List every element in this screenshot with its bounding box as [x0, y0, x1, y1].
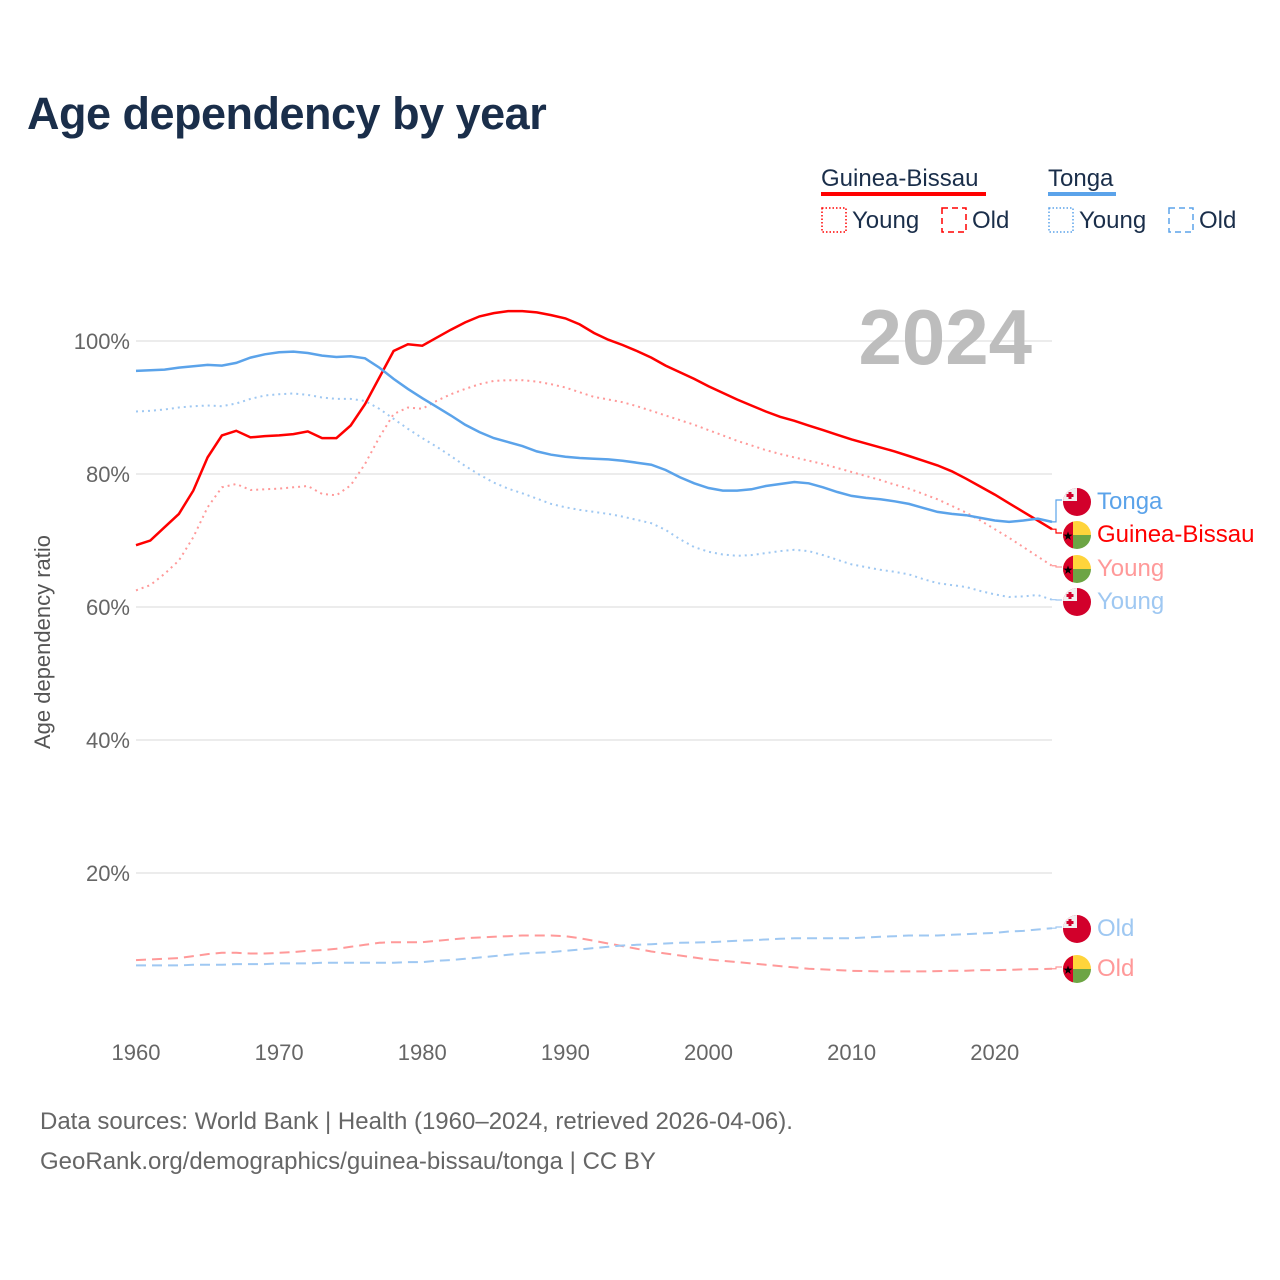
y-tick-label: 20%	[86, 861, 130, 886]
chart-title: Age dependency by year	[27, 88, 547, 139]
series-line-tonga_total	[135, 350, 1053, 524]
legend: Guinea-Bissau Young Old Tonga Young Old	[821, 165, 1236, 234]
x-tick-label: 1980	[398, 1040, 447, 1065]
end-label-gb_young: ★ Young	[1052, 555, 1164, 583]
footer-sources: Data sources: World Bank | Health (1960–…	[40, 1108, 793, 1135]
end-label-tonga_old: Old	[1052, 915, 1134, 943]
end-label-tonga_young: Young	[1052, 588, 1164, 616]
y-tick-label: 60%	[86, 595, 130, 620]
series-lines	[135, 309, 1053, 973]
y-tick-label: 40%	[86, 728, 130, 753]
legend-gb-old-swatch	[941, 207, 967, 233]
year-badge: 2024	[858, 293, 1032, 381]
svg-text:★: ★	[1063, 963, 1074, 977]
end-label-gb_old: ★ Old	[1052, 955, 1134, 983]
y-tick-labels: 20% 40% 60% 80% 100%	[74, 329, 130, 886]
series-line-gb_young	[135, 379, 1053, 592]
guinea-bissau-flag-icon: ★	[1063, 521, 1091, 549]
label-connector	[1052, 565, 1062, 568]
svg-text:★: ★	[1063, 529, 1074, 543]
guinea-bissau-flag-icon: ★	[1063, 555, 1091, 583]
x-tick-label: 1990	[541, 1040, 590, 1065]
legend-tonga-line	[1048, 192, 1116, 196]
legend-tonga-old: Old	[1199, 207, 1236, 234]
x-tick-label: 2010	[827, 1040, 876, 1065]
label-connector	[1052, 528, 1062, 534]
legend-tonga-young: Young	[1079, 207, 1146, 234]
end-label-text: Old	[1097, 955, 1134, 982]
end-labels: Tonga ★ Guinea-Bissau ★ Young Young Old ★ Old	[1052, 488, 1254, 983]
tonga-flag-icon	[1063, 588, 1091, 616]
y-tick-label: 100%	[74, 329, 130, 354]
end-label-text: Tonga	[1097, 488, 1163, 515]
x-tick-label: 2000	[684, 1040, 733, 1065]
series-line-gb_total	[135, 309, 1053, 547]
x-tick-label: 1970	[255, 1040, 304, 1065]
end-label-gb_total: ★ Guinea-Bissau	[1052, 521, 1254, 549]
series-line-tonga_old	[136, 927, 1053, 967]
tonga-flag-icon	[1063, 915, 1091, 943]
end-label-tonga_total: Tonga	[1052, 488, 1163, 523]
legend-guinea-bissau: Guinea-Bissau	[821, 165, 978, 192]
end-label-text: Guinea-Bissau	[1097, 521, 1254, 548]
legend-gb-young: Young	[852, 207, 919, 234]
y-tick-label: 80%	[86, 462, 130, 487]
tonga-flag-icon	[1063, 488, 1091, 516]
legend-gb-young-swatch	[821, 207, 847, 233]
y-axis-label: Age dependency ratio	[30, 535, 55, 749]
label-connector	[1052, 926, 1062, 929]
legend-tonga-young-swatch	[1048, 207, 1074, 233]
legend-guinea-bissau-line	[821, 192, 986, 196]
legend-tonga: Tonga	[1048, 165, 1114, 192]
svg-text:★: ★	[1063, 563, 1074, 577]
guinea-bissau-flag-icon: ★	[1063, 955, 1091, 983]
label-connector	[1052, 499, 1062, 523]
end-label-text: Old	[1097, 915, 1134, 942]
series-line-tonga_young	[135, 392, 1053, 601]
legend-gb-old: Old	[972, 207, 1009, 234]
label-connector	[1052, 966, 1062, 970]
series-line-gb_old	[135, 934, 1053, 973]
gridlines	[136, 340, 1052, 874]
end-label-text: Young	[1097, 555, 1164, 582]
x-tick-labels: 1960 1970 1980 1990 2000 2010 2020	[112, 1040, 1020, 1065]
legend-tonga-old-swatch	[1168, 207, 1194, 233]
x-tick-label: 2020	[970, 1040, 1019, 1065]
end-label-text: Young	[1097, 588, 1164, 615]
footer-url[interactable]: GeoRank.org/demographics/guinea-bissau/t…	[40, 1148, 656, 1175]
x-tick-label: 1960	[112, 1040, 161, 1065]
